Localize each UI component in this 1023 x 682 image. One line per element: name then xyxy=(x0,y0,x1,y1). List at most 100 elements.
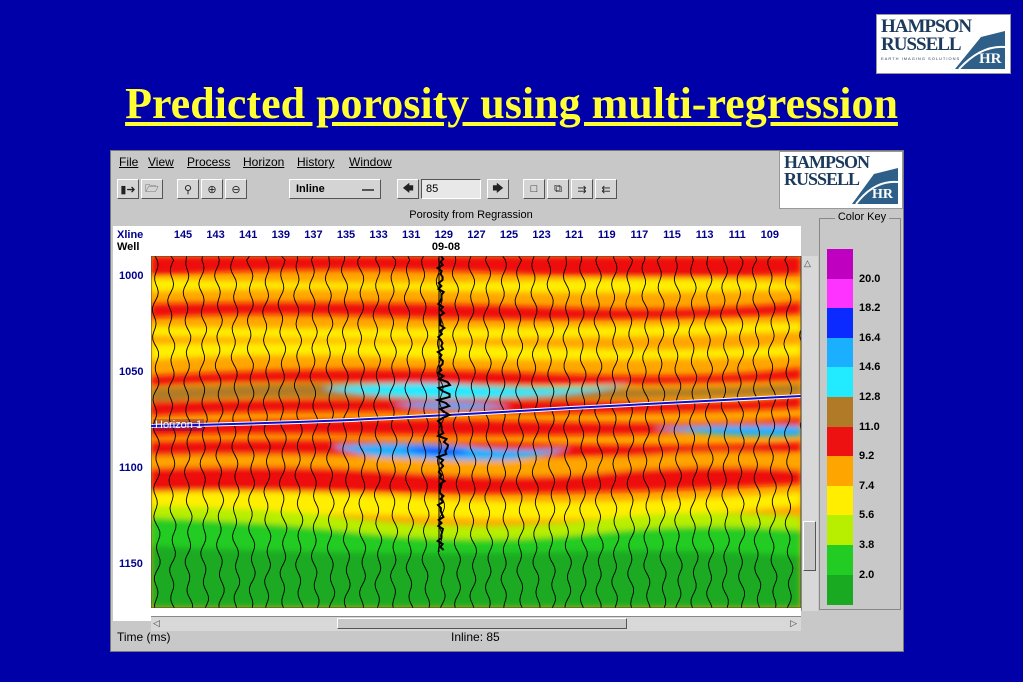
horizontal-scrollbar[interactable]: ◁ ▷ xyxy=(151,616,801,631)
scroll-left-icon[interactable]: ◁ xyxy=(153,618,160,628)
xline-tick: 143 xyxy=(206,229,225,241)
color-key-swatch xyxy=(827,337,853,368)
seismic-trace xyxy=(167,256,177,608)
seismic-trace xyxy=(514,256,525,608)
seismic-trace xyxy=(357,256,367,608)
color-key-swatch xyxy=(827,456,853,487)
color-key-title: Color Key xyxy=(823,211,901,223)
single-window-icon: □ xyxy=(530,183,538,195)
color-key-label: 2.0 xyxy=(859,568,875,581)
xline-tick: 125 xyxy=(499,229,519,241)
window-left-icon: ⇇ xyxy=(601,183,611,196)
seismic-trace xyxy=(325,256,336,608)
window-logo-mark-icon: HR xyxy=(852,168,899,205)
seismic-trace xyxy=(783,256,794,608)
seismic-trace xyxy=(309,256,320,608)
seismic-trace xyxy=(767,256,778,608)
color-key-swatch xyxy=(827,249,853,280)
window-left-button[interactable]: ⇇ xyxy=(595,179,617,199)
seismic-trace xyxy=(230,256,241,608)
hampson-russell-logo: HAMPSON RUSSELL EARTH IMAGING SOLUTIONS … xyxy=(876,14,1011,74)
seismic-trace xyxy=(246,256,256,608)
horizon-1-line[interactable] xyxy=(151,395,801,427)
scroll-right-icon[interactable]: ▷ xyxy=(790,618,797,628)
toolbar: ▮➜ 🗁 ⚲ ⊕ ⊖ Inline 🡄 85 🡆 □ ⧉ ⇉ ⇇ xyxy=(111,173,777,207)
menu-process[interactable]: Process xyxy=(187,155,231,169)
color-key-label: 20.0 xyxy=(859,272,881,285)
well-axis-label: Well xyxy=(117,241,140,253)
color-key-label: 7.4 xyxy=(859,479,875,492)
inline-number-input[interactable]: 85 xyxy=(421,179,481,199)
scroll-up-icon[interactable]: △ xyxy=(804,258,811,268)
xline-tick: 117 xyxy=(630,229,649,241)
xline-tick: 113 xyxy=(695,229,714,241)
color-key-label: 3.8 xyxy=(859,539,875,551)
well-log-curve[interactable] xyxy=(434,256,452,551)
zoom-in-button[interactable]: ⊕ xyxy=(201,179,223,199)
xline-tick: 111 xyxy=(728,229,746,241)
color-key-label: 12.8 xyxy=(859,391,881,403)
seismic-trace xyxy=(182,256,194,608)
seismic-trace xyxy=(262,256,272,608)
xline-tick: 115 xyxy=(663,229,681,241)
time-tick-1050: 1050 xyxy=(119,366,144,378)
window-right-icon: ⇉ xyxy=(577,183,587,196)
section-panel: Xline Well 145 143 141 139 137 135 133 131 129 12… xyxy=(113,226,801,621)
seismic-trace xyxy=(562,256,572,608)
zoom-button[interactable]: ⚲ xyxy=(177,179,199,199)
seismic-trace xyxy=(609,256,620,608)
vertical-scroll-thumb[interactable] xyxy=(803,521,816,571)
menu-horizon[interactable]: Horizon xyxy=(243,155,285,169)
porosity-app-window: File View Process Horizon History Window… xyxy=(110,150,904,652)
color-key-label: 18.2 xyxy=(859,302,881,315)
porosity-section[interactable] xyxy=(151,256,801,608)
open-well-icon: ▮➜ xyxy=(120,183,136,196)
seismic-trace xyxy=(720,256,730,608)
window-right-button[interactable]: ⇉ xyxy=(571,179,593,199)
color-key-swatch xyxy=(827,367,853,398)
menu-bar: File View Process Horizon History Window xyxy=(111,151,777,173)
previous-button[interactable]: 🡄 xyxy=(397,179,419,199)
stacked-windows-icon: ⧉ xyxy=(554,182,562,195)
single-window-button[interactable]: □ xyxy=(523,179,545,199)
window-logo-line1: HAMPSON xyxy=(784,152,870,172)
color-key-swatch xyxy=(827,397,853,428)
menu-history[interactable]: History xyxy=(297,155,335,169)
inline-status: Inline: 85 xyxy=(451,630,500,644)
menu-view[interactable]: View xyxy=(148,155,174,169)
color-key-swatch xyxy=(827,574,853,605)
xline-tick: 145 xyxy=(173,229,193,241)
seismic-trace xyxy=(704,256,715,608)
seismic-trace xyxy=(625,256,635,608)
window-logo-mark-text: HR xyxy=(872,187,894,202)
color-key-label: 5.6 xyxy=(859,509,875,522)
seismic-trace xyxy=(656,256,667,608)
open-folder-button[interactable]: 🗁 xyxy=(141,179,163,199)
zoom-out-button[interactable]: ⊖ xyxy=(225,179,247,199)
stacked-windows-button[interactable]: ⧉ xyxy=(547,179,569,199)
seismic-trace xyxy=(483,256,493,608)
arrow-right-icon: 🡆 xyxy=(492,182,504,195)
xline-tick: 123 xyxy=(532,229,551,241)
color-key-swatch xyxy=(827,485,853,516)
horizontal-scroll-thumb[interactable] xyxy=(337,618,627,629)
open-well-button[interactable]: ▮➜ xyxy=(117,179,139,199)
seismic-trace xyxy=(546,256,556,608)
color-key-swatch xyxy=(827,545,853,576)
seismic-traces xyxy=(151,256,801,608)
plot-title: Porosity from Regrassion xyxy=(409,209,533,221)
vertical-scrollbar[interactable]: △ xyxy=(801,256,818,611)
next-button[interactable]: 🡆 xyxy=(487,179,509,199)
time-tick-1100: 1100 xyxy=(119,462,143,474)
logo-line1: HAMPSON xyxy=(881,16,972,37)
zoom-out-icon: ⊖ xyxy=(231,183,241,196)
menu-window[interactable]: Window xyxy=(349,155,392,169)
xline-tick: 127 xyxy=(467,229,486,241)
time-tick-1150: 1150 xyxy=(119,558,143,570)
view-mode-select[interactable]: Inline xyxy=(289,179,381,199)
color-key-swatch xyxy=(827,308,853,339)
seismic-trace xyxy=(214,256,225,608)
menu-file[interactable]: File xyxy=(119,155,139,169)
horizon-label: Horizon 1 xyxy=(153,419,205,431)
seismic-trace xyxy=(736,256,746,608)
